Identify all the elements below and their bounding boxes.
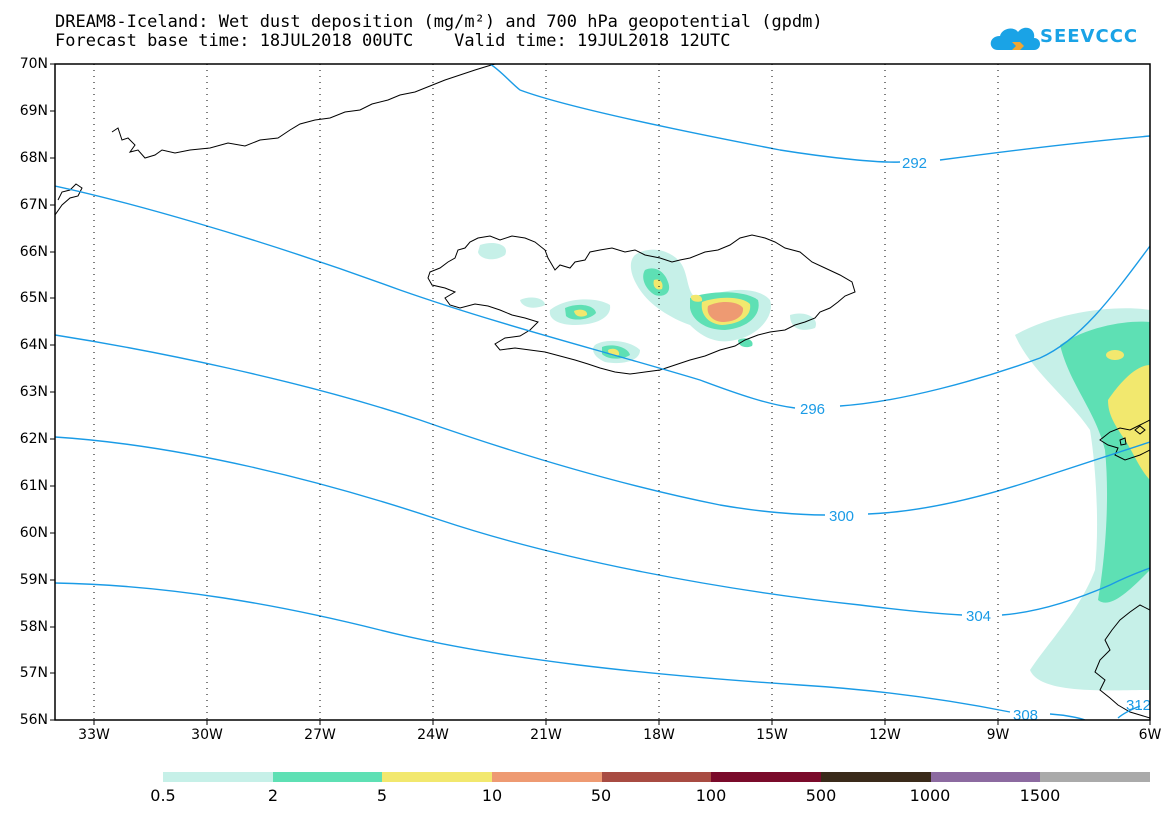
contour-292 [489,64,1150,163]
iceland-coast [427,234,856,375]
lat-label: 62N [19,431,48,447]
lat-label: 67N [19,197,48,213]
contour-312 [1117,705,1141,719]
contour-label-304: 304 [966,608,991,625]
colorbar-swatch [930,772,1041,782]
lat-label: 58N [19,619,48,635]
lon-label: 21W [530,727,562,743]
dust-shading [478,243,1150,691]
lon-label: 30W [191,727,223,743]
contour-label-300: 300 [829,508,854,525]
colorbar-swatch [492,772,602,782]
coastlines [55,64,1150,719]
lat-label: 60N [19,525,48,541]
colorbar-label: 0.5 [150,786,176,805]
contour-label-308: 308 [1013,707,1038,724]
lat-label: 64N [19,337,48,353]
colorbar-label: 100 [695,786,727,805]
colorbar-swatch [272,772,383,782]
colorbar-label: 500 [805,786,837,805]
map-subtitle: Forecast base time: 18JUL2018 00UTC Vali… [55,31,731,51]
colorbar-swatch [1040,772,1151,782]
lat-label: 61N [19,478,48,494]
lat-label: 57N [19,665,48,681]
contour-label-292: 292 [902,155,927,172]
grid-lines [93,64,999,720]
lon-label: 6W [1138,727,1162,743]
axis-ticks [50,63,1151,725]
colorbar-label: 10 [481,786,503,805]
contour-label-296: 296 [800,401,825,418]
lat-label: 63N [19,384,48,400]
dust-plume-high [1108,365,1150,480]
lon-label: 27W [304,727,336,743]
contour-300 [55,334,1150,516]
dust-iceland-light-4 [478,243,506,260]
lat-label: 68N [19,150,48,166]
contour-296 [55,185,1150,409]
logo-text: SEEVCCC [1040,26,1139,47]
colorbar-label: 2 [267,786,279,805]
lon-label: 15W [756,727,788,743]
plot-area: 292 296 300 304 308 312 [55,64,1151,724]
geopotential-contours [55,64,1150,720]
colorbar-swatch [711,772,822,782]
lat-label: 66N [19,244,48,260]
dust-iceland-vhigh-1 [707,302,744,322]
colorbar-swatch [821,772,931,782]
colorbar-label: 1500 [1019,786,1061,805]
lon-label: 9W [986,727,1010,743]
greenland-coast [55,64,496,216]
colorbar-swatch [382,772,493,782]
dust-iceland-vhigh-2 [690,294,703,302]
map-title: DREAM8-Iceland: Wet dust deposition (mg/… [55,12,823,32]
dust-iceland-light-6 [520,297,545,308]
lon-label: 33W [78,727,110,743]
scotland-coast [1094,419,1150,719]
contour-labels: 292 296 300 304 308 312 [800,155,1151,724]
dust-iceland-high-2 [653,279,663,290]
colorbar [163,772,1151,782]
lat-label: 69N [19,103,48,119]
colorbar-swatch [601,772,712,782]
faroe-islands [1119,425,1146,446]
lon-label: 12W [869,727,901,743]
lat-label: 70N [19,56,48,72]
lon-label: 24W [417,727,449,743]
colorbar-label: 1000 [909,786,951,805]
lat-label: 56N [19,712,48,728]
cloud-logo-icon [990,27,1040,50]
colorbar-label: 50 [590,786,612,805]
dust-iceland-mid-5 [738,338,753,348]
colorbar-label: 5 [376,786,388,805]
contour-304 [55,436,1150,616]
contour-label-312: 312 [1126,697,1151,714]
dust-iceland-light-5 [790,313,816,330]
contour-308 [55,582,1086,720]
colorbar-swatch [163,772,273,782]
lat-label: 65N [19,290,48,306]
lat-label: 59N [19,572,48,588]
lon-label: 18W [643,727,675,743]
dust-iceland-high-3 [574,309,588,317]
dust-plume-spot [1106,350,1124,360]
